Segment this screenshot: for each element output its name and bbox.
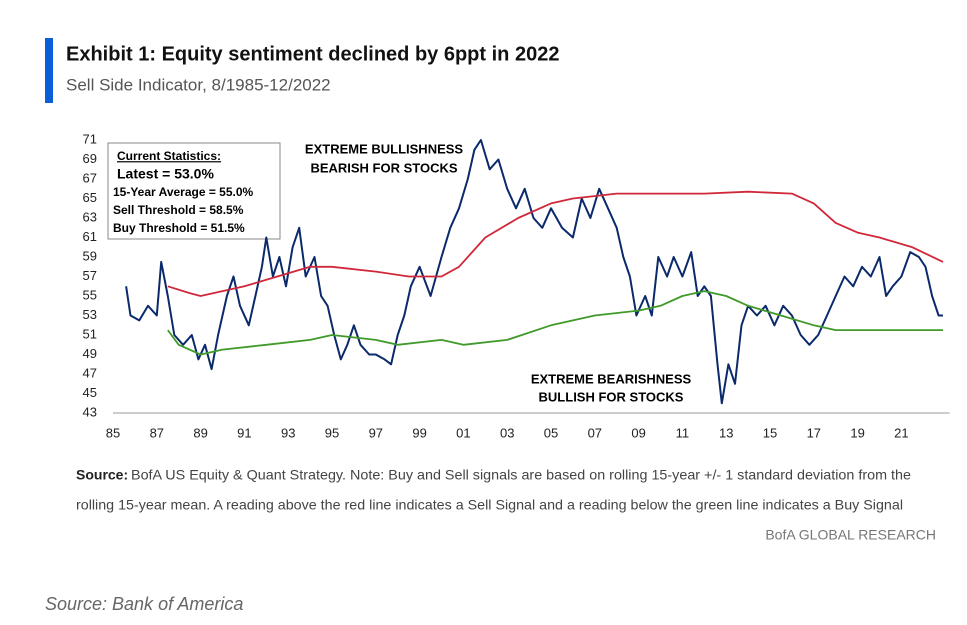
series-line	[125, 139, 943, 405]
y-tick-label: 43	[83, 404, 97, 419]
annotation: BULLISH FOR STOCKS	[539, 389, 684, 404]
stats-line: Sell Threshold = 58.5%	[113, 203, 244, 217]
x-tick-label: 11	[676, 425, 690, 440]
x-tick-label: 85	[106, 425, 120, 440]
brand: BofA GLOBAL RESEARCH	[765, 527, 936, 543]
y-tick-label: 55	[83, 287, 97, 302]
x-tick-label: 97	[369, 425, 383, 440]
annotation: BEARISH FOR STOCKS	[310, 160, 457, 175]
x-tick-label: 89	[193, 425, 207, 440]
chart-title: Exhibit 1: Equity sentiment declined by …	[66, 43, 559, 65]
x-tick-label: 91	[237, 425, 251, 440]
x-tick-label: 99	[412, 425, 426, 440]
stats-box	[107, 142, 281, 240]
source-note: BofA US Equity & Quant Strategy. Note: B…	[131, 467, 911, 483]
x-tick-label: 93	[281, 425, 295, 440]
stats-line: Buy Threshold = 51.5%	[113, 221, 245, 235]
x-tick-label: 05	[544, 425, 558, 440]
title-bar	[45, 38, 53, 103]
y-tick-label: 61	[83, 229, 97, 244]
x-tick-label: 01	[456, 425, 470, 440]
annotation: EXTREME BEARISHNESS	[531, 371, 692, 386]
x-tick-label: 17	[807, 425, 821, 440]
x-tick-label: 15	[763, 425, 777, 440]
annotation: EXTREME BULLISHNESS	[305, 141, 464, 156]
stats-line: 15-Year Average = 55.0%	[113, 185, 254, 199]
y-tick-label: 67	[83, 170, 97, 185]
series-line	[167, 290, 943, 356]
y-tick-label: 51	[83, 326, 97, 341]
caption: Source: Bank of America	[45, 594, 243, 614]
stats-line: Latest = 53.0%	[117, 166, 214, 182]
y-tick-label: 57	[83, 268, 97, 283]
y-tick-label: 59	[83, 248, 97, 263]
plot: 43 45 47 49 51 53 55 57 59 61 63 65 67 69 71 85 87 89 91 93…	[83, 131, 950, 440]
y-tick-label: 65	[83, 190, 97, 205]
x-tick-label: 87	[150, 425, 164, 440]
x-tick-label: 07	[588, 425, 602, 440]
stats-heading: Current Statistics:	[117, 149, 221, 163]
source-note: rolling 15-year mean. A reading above th…	[76, 497, 903, 513]
x-tick-label: 13	[719, 425, 733, 440]
y-tick-label: 69	[83, 151, 97, 166]
y-tick-label: 45	[83, 385, 97, 400]
x-tick-label: 19	[850, 425, 864, 440]
source-label: Source:	[76, 467, 128, 483]
x-tick-label: 21	[894, 425, 908, 440]
y-tick-label: 53	[83, 307, 97, 322]
chart-subtitle: Sell Side Indicator, 8/1985-12/2022	[66, 75, 331, 94]
x-tick-label: 09	[631, 425, 645, 440]
y-tick-label: 47	[83, 365, 97, 380]
x-tick-label: 95	[325, 425, 339, 440]
y-tick-label: 71	[83, 131, 97, 146]
series-line	[167, 190, 944, 297]
y-tick-label: 63	[83, 209, 97, 224]
y-tick-label: 49	[83, 346, 97, 361]
x-tick-label: 03	[500, 425, 514, 440]
